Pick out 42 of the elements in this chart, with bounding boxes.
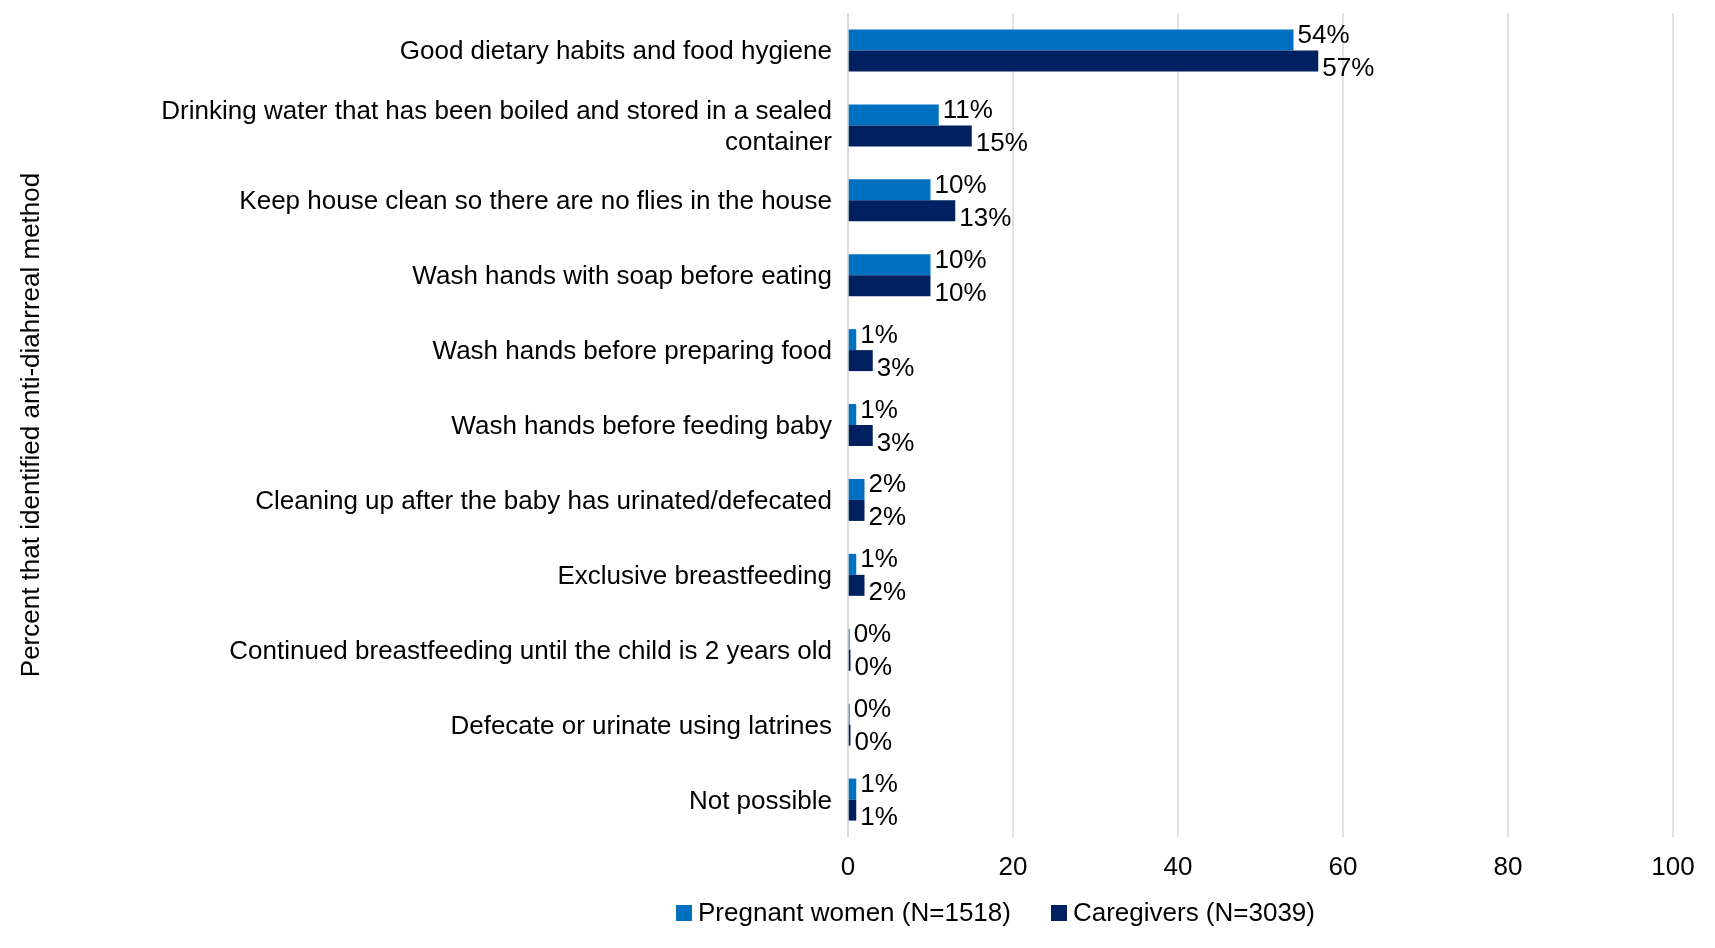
data-label: 0% (854, 726, 893, 757)
data-label: 1% (860, 801, 898, 832)
y-tick-label: Defecate or urinate using latrines (450, 709, 832, 740)
data-label: 10% (934, 168, 987, 199)
y-tick-label: Not possible (688, 784, 832, 815)
legend-label: Caregivers (N=3039) (1072, 897, 1315, 928)
data-label: 10% (934, 276, 987, 307)
x-tick-label: 20 (998, 851, 1028, 882)
x-tick-label: 100 (1651, 851, 1695, 882)
data-label: 1% (860, 768, 898, 799)
y-tick-label: Exclusive breastfeeding (557, 559, 832, 590)
y-axis-title: Percent that identified anti-diahrreal method (15, 172, 46, 678)
y-tick-label: Continued breastfeeding until the child is 2 years old (229, 634, 832, 665)
data-label: 54% (1297, 18, 1350, 49)
data-label: 3% (876, 351, 915, 382)
data-label: 1% (860, 543, 898, 574)
data-label: 13% (959, 201, 1012, 232)
data-label: 3% (876, 426, 915, 457)
data-label: 11% (942, 93, 993, 124)
y-tick-label: Keep house clean so there are no flies in the house (239, 185, 832, 216)
x-tick-label: 60 (1328, 851, 1358, 882)
x-tick-label: 40 (1163, 851, 1193, 882)
y-tick-label: Wash hands before feeding baby (451, 410, 832, 440)
data-label: 2% (868, 576, 907, 607)
data-label: 1% (860, 393, 898, 424)
y-tick-label: Cleaning up after the baby has urinated/defecated (255, 484, 832, 515)
data-label: 0% (853, 693, 892, 724)
data-label: 10% (934, 243, 987, 274)
y-tick-label: Wash hands with soap before eating (412, 260, 832, 291)
data-label: 1% (860, 318, 898, 349)
data-label: 2% (868, 501, 907, 532)
y-tick-label: Drinking water that has been boiled and stored in a sealed container (161, 94, 833, 156)
x-tick-label: 0 (840, 851, 856, 882)
data-label: 0% (854, 651, 893, 682)
data-label: 57% (1322, 51, 1375, 82)
y-tick-label: Wash hands before preparing food (432, 335, 832, 366)
y-tick-label: Good dietary habits and food hygiene (399, 35, 832, 66)
legend-label: Pregnant women (N=1518) (698, 897, 1011, 928)
data-label: 0% (853, 618, 892, 649)
x-tick-label: 80 (1493, 851, 1523, 882)
data-label: 15% (975, 126, 1028, 157)
data-label: 2% (868, 468, 907, 499)
